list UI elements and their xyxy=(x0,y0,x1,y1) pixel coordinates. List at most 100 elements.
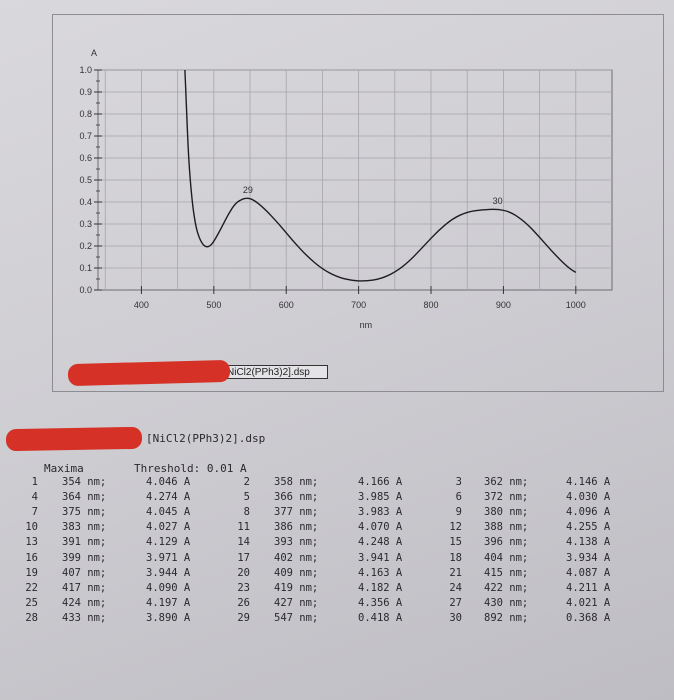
peak-index: 1 xyxy=(31,476,38,488)
peak-absorbance: 4.248 A xyxy=(358,536,403,549)
peak-index: 30 xyxy=(449,611,462,624)
peak-absorbance: 4.138 A xyxy=(566,536,611,549)
x-axis-label: nm xyxy=(360,320,373,330)
peak-index: 15 xyxy=(449,536,462,549)
peak-wavelength: 404 nm; xyxy=(484,551,529,564)
x-tick-label: 700 xyxy=(351,300,366,310)
maxima-label: Maxima xyxy=(44,462,84,475)
peak-index: 11 xyxy=(237,521,250,534)
peak-wavelength: 375 nm; xyxy=(62,506,107,519)
peak-index: 18 xyxy=(449,551,462,564)
peak-index: 3 xyxy=(455,476,462,488)
peak-wavelength: 372 nm; xyxy=(484,491,529,504)
x-tick-label: 600 xyxy=(279,300,294,310)
peak-index: 8 xyxy=(243,506,250,519)
file-title: [NiCl2(PPh3)2].dsp xyxy=(146,432,266,445)
peak-absorbance: 4.211 A xyxy=(566,581,611,594)
y-tick-label: 0.6 xyxy=(79,153,92,163)
peak-absorbance: 4.070 A xyxy=(358,521,403,534)
x-tick-label: 800 xyxy=(423,300,438,310)
redaction-mark xyxy=(5,426,143,452)
peak-index: 28 xyxy=(25,611,38,624)
x-tick-label: 1000 xyxy=(566,300,586,310)
y-tick-label: 0.7 xyxy=(79,131,92,141)
report-frame xyxy=(52,14,664,392)
peak-index: 21 xyxy=(449,566,462,579)
peak-wavelength: 362 nm; xyxy=(484,476,529,488)
peak-annotation: 30 xyxy=(493,196,503,206)
peak-index: 22 xyxy=(25,581,38,594)
peak-wavelength: 396 nm; xyxy=(484,536,529,549)
peak-wavelength: 892 nm; xyxy=(484,611,529,624)
x-tick-label: 400 xyxy=(134,300,149,310)
peak-index: 26 xyxy=(237,596,250,609)
peak-wavelength: 399 nm; xyxy=(62,551,107,564)
peak-absorbance: 3.944 A xyxy=(146,566,191,579)
y-tick-label: 0.8 xyxy=(79,109,92,119)
peak-index: 12 xyxy=(449,521,462,534)
y-tick-label: 0.3 xyxy=(79,219,92,229)
spectrum-line xyxy=(184,69,577,282)
peak-wavelength: 407 nm; xyxy=(62,566,107,579)
peak-absorbance: 3.985 A xyxy=(358,491,403,504)
peak-index: 13 xyxy=(25,536,38,549)
peak-absorbance: 4.021 A xyxy=(566,596,611,609)
peak-wavelength: 383 nm; xyxy=(62,521,107,534)
peak-index: 5 xyxy=(243,491,250,504)
peak-absorbance: 3.971 A xyxy=(146,551,191,564)
peak-absorbance: 4.255 A xyxy=(566,521,611,534)
peak-absorbance: 4.274 A xyxy=(146,491,191,504)
peak-index: 4 xyxy=(31,491,38,504)
peak-absorbance: 4.163 A xyxy=(358,566,403,579)
peak-index: 20 xyxy=(237,566,250,579)
peak-absorbance: 4.046 A xyxy=(146,476,191,488)
peak-wavelength: 388 nm; xyxy=(484,521,529,534)
peak-wavelength: 393 nm; xyxy=(274,536,319,549)
peak-wavelength: 377 nm; xyxy=(274,506,319,519)
peak-index: 23 xyxy=(237,581,250,594)
peak-index: 24 xyxy=(449,581,462,594)
peak-wavelength: 386 nm; xyxy=(274,521,319,534)
peak-absorbance: 4.096 A xyxy=(566,506,611,519)
peak-wavelength: 422 nm; xyxy=(484,581,529,594)
peak-index: 25 xyxy=(25,596,38,609)
peak-absorbance: 4.182 A xyxy=(358,581,403,594)
peak-absorbance: 4.045 A xyxy=(146,506,191,519)
peak-index: 6 xyxy=(455,491,462,504)
y-tick-label: 0.1 xyxy=(79,263,92,273)
peak-wavelength: 430 nm; xyxy=(484,596,529,609)
peak-index: 2 xyxy=(243,476,250,488)
peak-absorbance: 0.418 A xyxy=(358,611,403,624)
peak-index: 29 xyxy=(237,611,250,624)
peak-absorbance: 4.030 A xyxy=(566,491,611,504)
chart-file-label: NiCl2(PPh3)2].dsp xyxy=(222,365,328,379)
peak-absorbance: 3.983 A xyxy=(358,506,403,519)
peak-wavelength: 419 nm; xyxy=(274,581,319,594)
peak-absorbance: 4.027 A xyxy=(146,521,191,534)
y-axis-label: A xyxy=(91,48,97,58)
peak-index: 19 xyxy=(25,566,38,579)
peak-index: 16 xyxy=(25,551,38,564)
peak-wavelength: 433 nm; xyxy=(62,611,107,624)
peak-absorbance: 4.129 A xyxy=(146,536,191,549)
peak-index: 10 xyxy=(25,521,38,534)
peak-absorbance: 4.087 A xyxy=(566,566,611,579)
absorbance-spectrum-chart: 0.0 0.1 0.2 0.3 0.4 0.5 0.6 0.7 0.8 0.9 1.0 400 500 6… xyxy=(79,48,613,330)
peak-absorbance: 4.146 A xyxy=(566,476,611,488)
peak-wavelength: 409 nm; xyxy=(274,566,319,579)
y-tick-label: 1.0 xyxy=(79,65,92,75)
peak-wavelength: 366 nm; xyxy=(274,491,319,504)
peak-wavelength: 391 nm; xyxy=(62,536,107,549)
peak-absorbance: 4.090 A xyxy=(146,581,191,594)
peak-index: 17 xyxy=(237,551,250,564)
peak-wavelength: 547 nm; xyxy=(274,611,319,624)
peak-absorbance: 3.890 A xyxy=(146,611,191,624)
peak-absorbance: 4.356 A xyxy=(358,596,403,609)
peak-wavelength: 402 nm; xyxy=(274,551,319,564)
peak-wavelength: 427 nm; xyxy=(274,596,319,609)
peak-index: 9 xyxy=(455,506,462,519)
peak-wavelength: 364 nm; xyxy=(62,491,107,504)
peak-index: 27 xyxy=(449,596,462,609)
peak-index: 7 xyxy=(31,506,38,519)
peak-annotation: 29 xyxy=(243,185,253,195)
